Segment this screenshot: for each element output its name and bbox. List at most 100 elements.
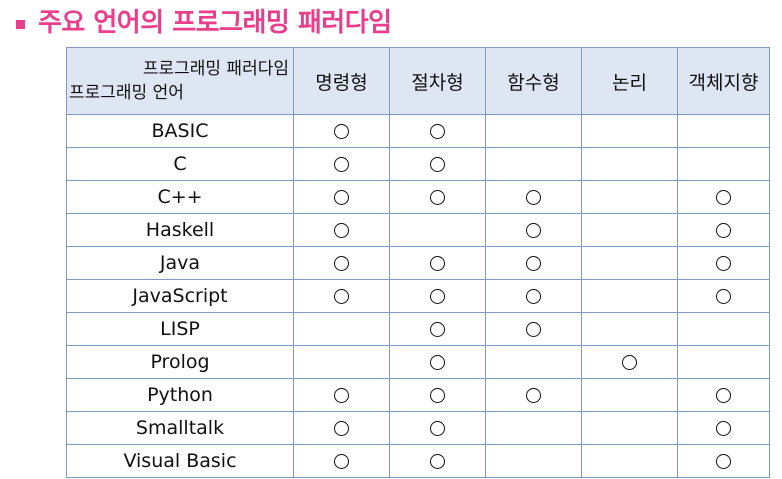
- paradigm-mark-cell: [389, 378, 486, 412]
- table-row: LISP: [66, 312, 770, 346]
- paradigm-mark-cell: [581, 180, 678, 214]
- paradigm-mark-cell: [389, 246, 486, 280]
- circle-mark-icon: [334, 421, 349, 436]
- circle-mark-icon: [430, 355, 445, 370]
- circle-mark-icon: [716, 289, 731, 304]
- paradigm-mark-cell: [293, 246, 390, 280]
- paradigm-mark-cell: [485, 411, 582, 445]
- paradigm-mark-cell: [677, 114, 770, 148]
- paradigm-mark-cell: [293, 312, 390, 346]
- table-row: Java: [66, 246, 770, 280]
- column-header: 논리: [581, 47, 678, 115]
- paradigm-mark-cell: [485, 147, 582, 181]
- table-row: Smalltalk: [66, 411, 770, 445]
- paradigm-mark-cell: [581, 411, 678, 445]
- circle-mark-icon: [526, 256, 541, 271]
- table-row: C++: [66, 180, 770, 214]
- paradigm-mark-cell: [389, 411, 486, 445]
- paradigm-mark-cell: [389, 345, 486, 379]
- paradigm-mark-cell: [293, 279, 390, 313]
- paradigm-mark-cell: [677, 246, 770, 280]
- language-name-cell: JavaScript: [66, 279, 294, 313]
- circle-mark-icon: [430, 388, 445, 403]
- circle-mark-icon: [716, 223, 731, 238]
- language-name-cell: Haskell: [66, 213, 294, 247]
- language-name-cell: C++: [66, 180, 294, 214]
- corner-language-label: 프로그래밍 언어: [69, 83, 184, 103]
- paradigm-mark-cell: [485, 444, 582, 478]
- title-row: 주요 언어의 프로그래밍 패러다임: [16, 6, 392, 40]
- paradigm-mark-cell: [677, 279, 770, 313]
- paradigm-mark-cell: [389, 279, 486, 313]
- paradigm-mark-cell: [485, 378, 582, 412]
- paradigm-mark-cell: [389, 213, 486, 247]
- paradigm-mark-cell: [293, 213, 390, 247]
- circle-mark-icon: [716, 421, 731, 436]
- paradigm-mark-cell: [677, 147, 770, 181]
- language-name-cell: Smalltalk: [66, 411, 294, 445]
- paradigm-mark-cell: [581, 147, 678, 181]
- circle-mark-icon: [334, 223, 349, 238]
- paradigm-mark-cell: [581, 213, 678, 247]
- table-row: C: [66, 147, 770, 181]
- paradigm-mark-cell: [485, 180, 582, 214]
- circle-mark-icon: [430, 157, 445, 172]
- circle-mark-icon: [716, 190, 731, 205]
- circle-mark-icon: [526, 289, 541, 304]
- paradigm-mark-cell: [293, 147, 390, 181]
- circle-mark-icon: [430, 322, 445, 337]
- circle-mark-icon: [430, 124, 445, 139]
- circle-mark-icon: [430, 454, 445, 469]
- paradigm-mark-cell: [485, 279, 582, 313]
- paradigm-mark-cell: [293, 444, 390, 478]
- table-row: Python: [66, 378, 770, 412]
- table-row: Visual Basic: [66, 444, 770, 478]
- language-name-cell: BASIC: [66, 114, 294, 148]
- table-row: JavaScript: [66, 279, 770, 313]
- paradigm-mark-cell: [389, 147, 486, 181]
- circle-mark-icon: [334, 124, 349, 139]
- paradigm-mark-cell: [293, 345, 390, 379]
- paradigm-mark-cell: [581, 444, 678, 478]
- circle-mark-icon: [334, 157, 349, 172]
- paradigm-mark-cell: [293, 411, 390, 445]
- paradigm-mark-cell: [581, 246, 678, 280]
- paradigm-mark-cell: [485, 246, 582, 280]
- circle-mark-icon: [334, 454, 349, 469]
- paradigm-mark-cell: [581, 345, 678, 379]
- table-row: Haskell: [66, 213, 770, 247]
- circle-mark-icon: [622, 355, 637, 370]
- circle-mark-icon: [430, 190, 445, 205]
- paradigm-mark-cell: [581, 279, 678, 313]
- square-bullet-icon: [16, 19, 25, 29]
- circle-mark-icon: [334, 190, 349, 205]
- column-header: 객체지향: [677, 47, 770, 115]
- paradigm-mark-cell: [677, 345, 770, 379]
- page-title: 주요 언어의 프로그래밍 패러다임: [38, 8, 392, 38]
- paradigm-mark-cell: [677, 312, 770, 346]
- paradigm-mark-cell: [677, 180, 770, 214]
- circle-mark-icon: [526, 223, 541, 238]
- paradigm-mark-cell: [677, 213, 770, 247]
- column-header: 명령형: [293, 47, 390, 115]
- paradigm-mark-cell: [581, 114, 678, 148]
- circle-mark-icon: [716, 454, 731, 469]
- paradigm-mark-cell: [485, 213, 582, 247]
- paradigm-mark-cell: [677, 378, 770, 412]
- paradigm-mark-cell: [389, 180, 486, 214]
- circle-mark-icon: [430, 421, 445, 436]
- table-row: Prolog: [66, 345, 770, 379]
- language-name-cell: LISP: [66, 312, 294, 346]
- paradigm-mark-cell: [389, 114, 486, 148]
- circle-mark-icon: [430, 256, 445, 271]
- table-corner-header: 프로그래밍 패러다임 프로그래밍 언어: [66, 47, 294, 115]
- paradigm-table: 프로그래밍 패러다임 프로그래밍 언어 명령형 절차형 함수형 논리 객체지향 …: [66, 47, 770, 478]
- table-body: BASIC C C++ Haskell Java JavaScript LISP Prolog…: [66, 114, 770, 478]
- paradigm-mark-cell: [485, 345, 582, 379]
- language-name-cell: Prolog: [66, 345, 294, 379]
- circle-mark-icon: [334, 388, 349, 403]
- table-header-row: 프로그래밍 패러다임 프로그래밍 언어 명령형 절차형 함수형 논리 객체지향: [66, 47, 770, 115]
- paradigm-mark-cell: [293, 180, 390, 214]
- circle-mark-icon: [526, 190, 541, 205]
- column-header: 함수형: [485, 47, 582, 115]
